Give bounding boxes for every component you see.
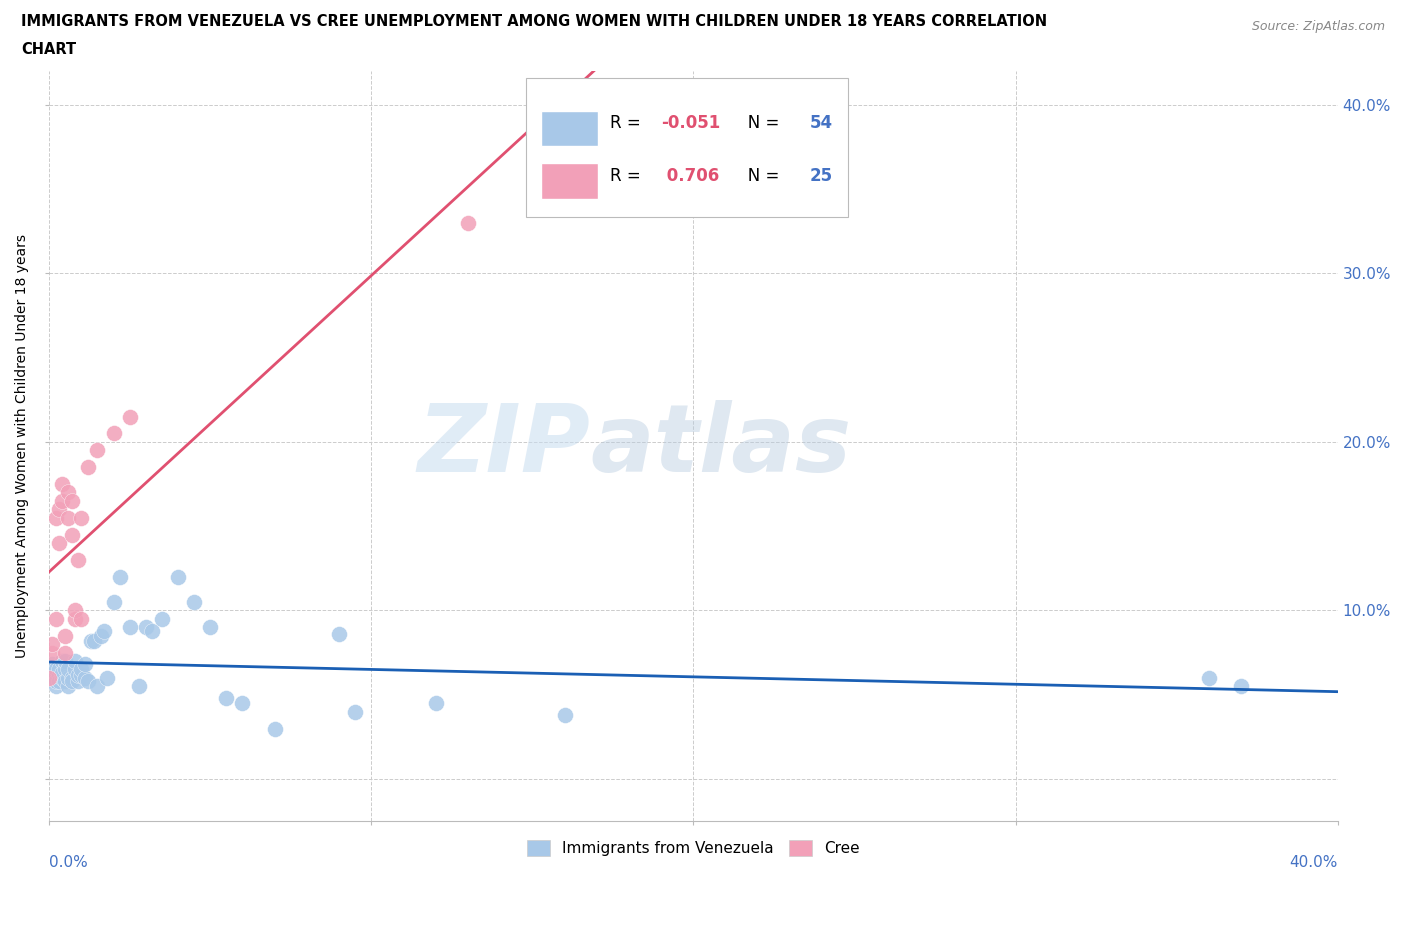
Point	[554, 708, 576, 723]
Point	[67, 674, 90, 689]
Point	[150, 611, 173, 626]
Point	[167, 569, 190, 584]
Point	[48, 502, 70, 517]
Point	[96, 671, 118, 685]
Point	[45, 662, 67, 677]
Point	[48, 662, 70, 677]
Text: 0.706: 0.706	[661, 166, 720, 185]
Point	[108, 569, 131, 584]
Point	[58, 662, 80, 677]
Point	[86, 443, 108, 458]
Point	[231, 696, 253, 711]
Point	[70, 611, 93, 626]
Point	[58, 485, 80, 499]
Point	[60, 671, 83, 685]
Point	[60, 494, 83, 509]
Point	[141, 623, 163, 638]
Point	[41, 666, 63, 681]
Point	[103, 594, 125, 609]
Point	[83, 633, 105, 648]
Point	[90, 629, 112, 644]
Point	[51, 671, 73, 685]
Point	[457, 215, 479, 230]
Point	[1198, 671, 1220, 685]
Point	[76, 674, 98, 689]
Point	[48, 536, 70, 551]
Point	[41, 645, 63, 660]
Point	[48, 674, 70, 689]
Point	[53, 629, 76, 644]
Text: -0.051: -0.051	[661, 114, 720, 132]
Point	[63, 662, 86, 677]
Point	[51, 654, 73, 669]
Point	[51, 666, 73, 681]
Text: 40.0%: 40.0%	[1289, 855, 1337, 870]
Point	[76, 459, 98, 474]
Text: atlas: atlas	[591, 400, 852, 492]
Point	[73, 671, 96, 685]
Point	[135, 620, 157, 635]
Point	[63, 611, 86, 626]
Point	[103, 426, 125, 441]
Y-axis label: Unemployment Among Women with Children Under 18 years: Unemployment Among Women with Children U…	[15, 234, 30, 658]
Text: R =: R =	[610, 114, 645, 132]
Text: N =: N =	[733, 114, 785, 132]
Point	[41, 657, 63, 671]
Point	[93, 623, 115, 638]
Point	[58, 679, 80, 694]
Point	[63, 654, 86, 669]
Point	[41, 637, 63, 652]
Text: R =: R =	[610, 166, 645, 185]
Point	[38, 671, 60, 685]
Text: N =: N =	[733, 166, 785, 185]
Point	[118, 409, 141, 424]
Point	[86, 679, 108, 694]
Point	[70, 511, 93, 525]
Text: 25: 25	[810, 166, 832, 185]
Point	[48, 667, 70, 682]
Text: CHART: CHART	[21, 42, 76, 57]
Point	[425, 696, 447, 711]
Point	[53, 645, 76, 660]
Point	[200, 620, 222, 635]
Point	[45, 611, 67, 626]
FancyBboxPatch shape	[541, 111, 598, 146]
Point	[67, 667, 90, 682]
Point	[70, 667, 93, 682]
Point	[58, 511, 80, 525]
Text: ZIP: ZIP	[418, 400, 591, 492]
Point	[45, 674, 67, 689]
Point	[118, 620, 141, 635]
Point	[183, 594, 205, 609]
Point	[53, 674, 76, 689]
Point	[344, 704, 367, 719]
Legend: Immigrants from Venezuela, Cree: Immigrants from Venezuela, Cree	[520, 834, 866, 862]
Point	[128, 679, 150, 694]
Point	[51, 476, 73, 491]
Point	[58, 671, 80, 685]
Point	[53, 654, 76, 669]
Text: Source: ZipAtlas.com: Source: ZipAtlas.com	[1251, 20, 1385, 33]
Point	[215, 691, 238, 706]
Point	[38, 671, 60, 685]
Point	[63, 603, 86, 618]
Text: IMMIGRANTS FROM VENEZUELA VS CREE UNEMPLOYMENT AMONG WOMEN WITH CHILDREN UNDER 1: IMMIGRANTS FROM VENEZUELA VS CREE UNEMPL…	[21, 14, 1047, 29]
FancyBboxPatch shape	[526, 78, 848, 217]
Point	[45, 679, 67, 694]
Point	[263, 721, 285, 736]
Point	[53, 662, 76, 677]
FancyBboxPatch shape	[541, 164, 598, 199]
Point	[328, 627, 350, 642]
Text: 54: 54	[810, 114, 832, 132]
Point	[51, 494, 73, 509]
Point	[67, 552, 90, 567]
Point	[80, 633, 103, 648]
Point	[45, 511, 67, 525]
Point	[60, 527, 83, 542]
Point	[73, 657, 96, 671]
Point	[60, 674, 83, 689]
Text: 0.0%: 0.0%	[49, 855, 89, 870]
Point	[1230, 679, 1253, 694]
Point	[70, 662, 93, 677]
